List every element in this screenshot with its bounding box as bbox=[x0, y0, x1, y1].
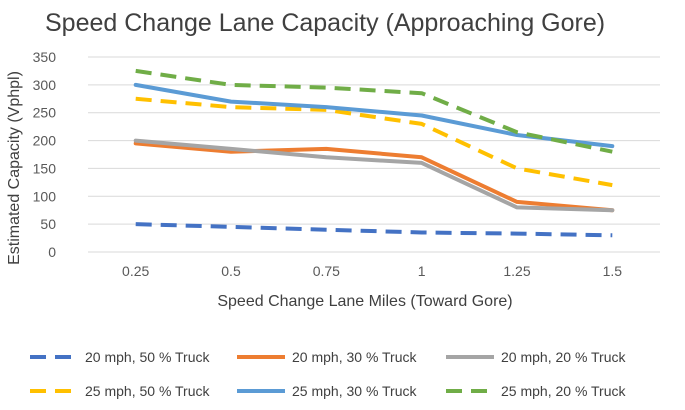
y-tick-label: 100 bbox=[33, 188, 57, 204]
legend-label: 25 mph, 50 % Truck bbox=[85, 383, 211, 399]
x-tick-label: 1.25 bbox=[503, 263, 530, 279]
legend-label: 25 mph, 30 % Truck bbox=[292, 383, 418, 399]
x-axis-tick-labels: 0.25 0.5 0.75 1 1.25 1.5 bbox=[122, 263, 622, 279]
x-tick-label: 0.75 bbox=[313, 263, 340, 279]
legend-label: 20 mph, 20 % Truck bbox=[501, 349, 627, 365]
y-tick-label: 50 bbox=[40, 216, 56, 232]
y-tick-label: 200 bbox=[33, 133, 57, 149]
series-line bbox=[135, 68, 613, 154]
y-tick-label: 350 bbox=[33, 49, 57, 65]
x-tick-label: 1.5 bbox=[603, 263, 623, 279]
y-axis-label: Estimated Capacity (Vphpl) bbox=[6, 71, 23, 265]
legend-label: 25 mph, 20 % Truck bbox=[501, 383, 627, 399]
x-tick-label: 0.25 bbox=[122, 263, 149, 279]
series-line bbox=[133, 138, 615, 213]
chart-title: Speed Change Lane Capacity (Approaching … bbox=[45, 9, 605, 37]
legend-label: 20 mph, 50 % Truck bbox=[85, 349, 211, 365]
x-tick-label: 1 bbox=[418, 263, 426, 279]
y-tick-label: 150 bbox=[33, 160, 57, 176]
series-lines bbox=[133, 68, 615, 238]
legend-label: 20 mph, 30 % Truck bbox=[292, 349, 418, 365]
y-tick-label: 300 bbox=[33, 77, 57, 93]
series-line bbox=[135, 222, 613, 238]
y-axis-tick-labels: 0 50 100 150 200 250 300 350 bbox=[33, 49, 57, 260]
y-tick-label: 0 bbox=[48, 244, 56, 260]
series-line bbox=[133, 141, 615, 213]
y-tick-label: 250 bbox=[33, 105, 57, 121]
series-line bbox=[135, 96, 613, 188]
x-tick-label: 0.5 bbox=[221, 263, 241, 279]
legend: 20 mph, 50 % Truck 20 mph, 30 % Truck 20 m… bbox=[30, 349, 627, 399]
x-axis-label: Speed Change Lane Miles (Toward Gore) bbox=[217, 293, 512, 310]
